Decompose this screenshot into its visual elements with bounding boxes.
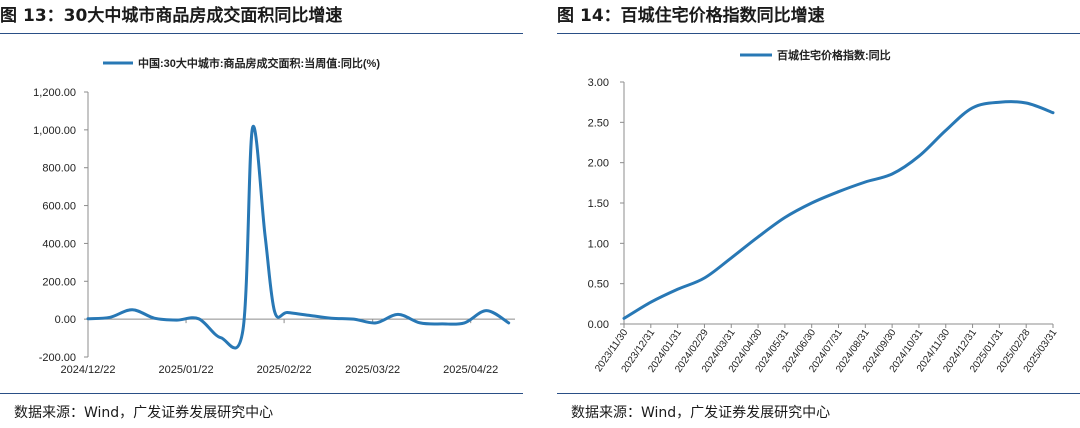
y-tick-label: 0.00 xyxy=(588,319,609,331)
data-point xyxy=(274,311,276,313)
data-point xyxy=(677,289,679,291)
data-point xyxy=(486,310,488,312)
data-point xyxy=(464,322,466,324)
y-tick-label: -200.00 xyxy=(39,352,76,364)
data-point xyxy=(264,235,266,237)
y-tick-label: 600.00 xyxy=(42,201,76,213)
legend-label: 中国:30大中城市:商品房成交面积:当周值:同比(%) xyxy=(138,56,380,70)
y-tick-label: 2.00 xyxy=(588,158,609,170)
data-point xyxy=(918,155,920,157)
data-point xyxy=(442,323,444,325)
series-line xyxy=(622,100,1055,320)
data-point xyxy=(132,309,134,311)
data-point xyxy=(375,322,377,324)
figure-13-bottom-rule xyxy=(0,393,523,394)
figure-14-number: 14： xyxy=(580,6,621,26)
figure-14-label: 图 xyxy=(557,6,574,26)
figure-14-source: 数据来源：Wind，广发证券发展研究中心 xyxy=(571,405,831,421)
figure-14-title: 图 14：百城住宅价格指数同比增速 xyxy=(557,0,1080,32)
data-point xyxy=(945,130,947,132)
x-tick-label: 2025/01/22 xyxy=(159,364,214,376)
y-tick-label: 1,000.00 xyxy=(33,125,76,137)
x-tick-label: 2025/03/22 xyxy=(345,364,400,376)
y-tick-label: 1.50 xyxy=(588,198,609,210)
data-point xyxy=(865,181,867,183)
figure-14-bottom-rule xyxy=(557,393,1080,394)
data-point xyxy=(650,301,652,303)
figure-14-name: 百城住宅价格指数同比增速 xyxy=(620,6,825,26)
data-point xyxy=(397,314,399,316)
y-tick-label: 800.00 xyxy=(42,163,76,175)
data-point xyxy=(176,319,178,321)
y-tick-label: 0.00 xyxy=(55,314,76,326)
figure-14-top-rule xyxy=(557,33,1080,34)
data-point xyxy=(242,329,244,331)
figure-13-number: 13： xyxy=(23,6,64,26)
figure-13-top-rule xyxy=(0,33,523,34)
data-point xyxy=(353,318,355,320)
y-tick-label: 1.00 xyxy=(588,238,609,250)
figure-13-name: 30大中城市商品房成交面积同比增速 xyxy=(63,6,343,26)
y-tick-label: 3.00 xyxy=(588,77,609,89)
data-point xyxy=(331,317,333,319)
data-point xyxy=(999,101,1001,103)
figure-13-panel: 图 13：30大中城市商品房成交面积同比增速 中国:30大中城市:商品房成交面积:… xyxy=(0,0,523,428)
data-point xyxy=(784,217,786,219)
data-point xyxy=(109,317,111,319)
data-point xyxy=(623,318,625,320)
data-point xyxy=(704,277,706,279)
data-point xyxy=(731,257,733,259)
data-point xyxy=(1025,102,1027,104)
data-point xyxy=(198,318,200,320)
data-point xyxy=(309,315,311,317)
figure-14-panel: 图 14：百城住宅价格指数同比增速 百城住宅价格指数:同比 3.00 2.50 2.00… xyxy=(557,0,1080,428)
data-point xyxy=(972,107,974,109)
data-point xyxy=(287,312,289,314)
y-tick-label: 0.50 xyxy=(588,279,609,291)
data-point xyxy=(508,322,510,324)
x-tick-label: 2024/12/22 xyxy=(60,364,115,376)
data-point xyxy=(87,318,89,320)
data-point xyxy=(811,202,813,204)
figure-13-chart: 中国:30大中城市:商品房成交面积:当周值:同比(%) 1,200.00 1,000… xyxy=(33,56,515,376)
data-point xyxy=(757,236,759,238)
figure-13-source: 数据来源：Wind，广发证券发展研究中心 xyxy=(14,405,274,421)
data-point xyxy=(891,173,893,175)
legend-label: 百城住宅价格指数:同比 xyxy=(777,48,891,62)
figure-13-title: 图 13：30大中城市商品房成交面积同比增速 xyxy=(0,0,523,32)
figure-14-chart: 百城住宅价格指数:同比3.002.502.001.501.000.500.002… xyxy=(588,48,1060,375)
figure-13-label: 图 xyxy=(0,6,17,26)
data-point xyxy=(1052,112,1054,114)
x-tick-label: 2025/04/22 xyxy=(443,364,498,376)
series-line xyxy=(86,124,511,350)
data-point xyxy=(252,127,254,129)
data-point xyxy=(838,191,840,193)
y-tick-label: 400.00 xyxy=(42,238,76,250)
data-point xyxy=(220,337,222,339)
x-tick-label: 2025/02/22 xyxy=(257,364,312,376)
y-tick-label: 200.00 xyxy=(42,276,76,288)
data-point xyxy=(154,317,156,319)
y-tick-label: 2.50 xyxy=(588,117,609,129)
data-point xyxy=(419,322,421,324)
y-tick-label: 1,200.00 xyxy=(33,87,76,99)
